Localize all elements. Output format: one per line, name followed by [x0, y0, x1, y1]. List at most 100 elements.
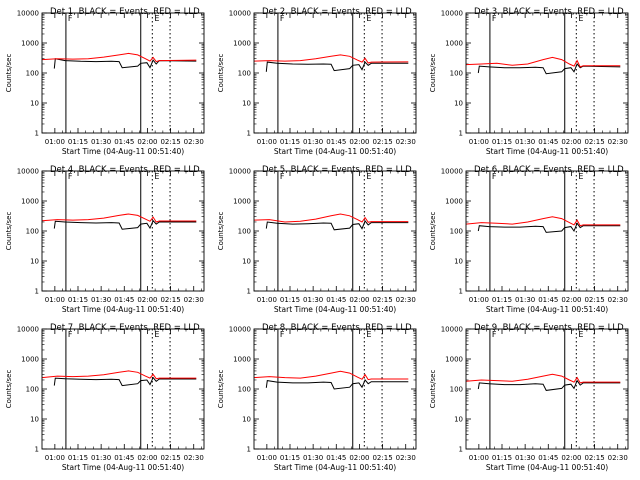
- detector-panel-4: Det 4, BLACK = Events, RED = LLD Counts/s…: [5, 165, 205, 314]
- x-tick-label: 02:15: [372, 296, 392, 304]
- y-tick-label: 10000: [441, 10, 463, 18]
- panel-title: Det 3, BLACK = Events, RED = LLD: [474, 7, 624, 17]
- plot-frame: [41, 170, 205, 292]
- lld-series-line: [466, 373, 621, 384]
- y-tick-label: 10000: [17, 168, 39, 176]
- y-tick-label: 1: [247, 288, 251, 296]
- y-tick-label: 10000: [441, 326, 463, 334]
- y-tick-label: 1000: [233, 40, 251, 48]
- events-series-line: [477, 63, 621, 75]
- x-tick-label: 01:00: [45, 454, 65, 462]
- y-tick-label: 1000: [21, 40, 39, 48]
- lld-series-line: [42, 213, 197, 223]
- y-tick-label: 100: [450, 386, 463, 394]
- x-tick-label: 02:30: [184, 138, 204, 146]
- x-axis-label: Start Time (04-Aug-11 00:51:40): [486, 463, 608, 472]
- y-tick-label: 1000: [21, 356, 39, 364]
- y-tick-label: 10: [242, 258, 251, 266]
- x-tick-label: 02:30: [396, 454, 416, 462]
- y-axis-label: Counts/sec: [217, 212, 225, 251]
- x-tick-label: 01:30: [303, 454, 323, 462]
- y-axis-label: Counts/sec: [5, 370, 13, 409]
- events-series-line: [265, 379, 409, 390]
- x-tick-label: 01:30: [515, 454, 535, 462]
- marker-label-f: F: [492, 14, 497, 23]
- marker-label-f: F: [492, 172, 497, 181]
- y-tick-label: 10: [242, 416, 251, 424]
- marker-label-e: E: [578, 14, 583, 23]
- x-tick-label: 01:00: [257, 296, 277, 304]
- marker-label-f: F: [68, 14, 73, 23]
- marker-label-e: E: [154, 14, 159, 23]
- plot-frame: [41, 12, 205, 134]
- x-tick-label: 02:30: [608, 454, 628, 462]
- x-tick-label: 01:45: [114, 138, 134, 146]
- lld-series-line: [466, 216, 621, 227]
- events-series-line: [53, 58, 197, 69]
- marker-label-e: E: [366, 14, 371, 23]
- x-tick-label: 01:00: [469, 138, 489, 146]
- x-tick-label: 01:30: [515, 138, 535, 146]
- x-tick-label: 02:30: [396, 138, 416, 146]
- panel-title: Det 1, BLACK = Events, RED = LLD: [50, 7, 200, 17]
- x-tick-label: 01:45: [538, 296, 558, 304]
- y-tick-label: 10: [30, 258, 39, 266]
- y-axis-label: Counts/sec: [5, 54, 13, 93]
- x-tick-label: 02:00: [137, 296, 157, 304]
- y-tick-label: 10: [30, 100, 39, 108]
- y-tick-label: 100: [26, 228, 39, 236]
- x-tick-label: 01:00: [45, 138, 65, 146]
- plot-frame: [465, 12, 629, 134]
- events-series-line: [477, 379, 621, 391]
- y-tick-label: 100: [238, 386, 251, 394]
- x-tick-label: 01:30: [91, 454, 111, 462]
- panel-title: Det 5, BLACK = Events, RED = LLD: [262, 165, 412, 175]
- y-tick-label: 1000: [21, 198, 39, 206]
- marker-label-e: E: [366, 330, 371, 339]
- events-series-line: [53, 376, 197, 387]
- y-tick-label: 100: [238, 228, 251, 236]
- detector-panel-3: Det 3, BLACK = Events, RED = LLD Counts/s…: [429, 7, 629, 156]
- y-tick-label: 100: [450, 70, 463, 78]
- x-tick-label: 01:15: [68, 296, 88, 304]
- x-tick-label: 01:00: [257, 138, 277, 146]
- x-tick-label: 01:30: [303, 138, 323, 146]
- y-tick-label: 1000: [233, 198, 251, 206]
- plot-frame: [253, 12, 417, 134]
- x-axis-label: Start Time (04-Aug-11 00:51:40): [62, 463, 184, 472]
- x-tick-label: 01:30: [515, 296, 535, 304]
- x-axis-label: Start Time (04-Aug-11 00:51:40): [486, 305, 608, 314]
- marker-label-e: E: [366, 172, 371, 181]
- x-tick-label: 01:15: [280, 138, 300, 146]
- x-tick-label: 01:15: [68, 454, 88, 462]
- x-tick-label: 02:00: [349, 296, 369, 304]
- y-tick-label: 1000: [445, 198, 463, 206]
- x-tick-label: 01:45: [326, 138, 346, 146]
- y-tick-label: 10000: [17, 10, 39, 18]
- detector-panel-9: Det 9, BLACK = Events, RED = LLD Counts/s…: [429, 323, 629, 472]
- lld-series-line: [254, 54, 409, 64]
- y-tick-label: 10000: [229, 10, 251, 18]
- events-series-line: [265, 220, 409, 231]
- x-tick-label: 01:30: [303, 296, 323, 304]
- x-axis-label: Start Time (04-Aug-11 00:51:40): [274, 305, 396, 314]
- y-tick-label: 100: [26, 70, 39, 78]
- y-tick-label: 1: [35, 130, 39, 138]
- plot-frame: [465, 170, 629, 292]
- y-tick-label: 1000: [233, 356, 251, 364]
- y-tick-label: 1: [459, 288, 463, 296]
- y-axis-label: Counts/sec: [217, 54, 225, 93]
- events-series-line: [477, 222, 621, 233]
- y-tick-label: 100: [26, 386, 39, 394]
- x-tick-label: 01:45: [538, 454, 558, 462]
- x-tick-label: 02:15: [584, 296, 604, 304]
- x-tick-label: 01:30: [91, 138, 111, 146]
- x-tick-label: 01:45: [114, 296, 134, 304]
- x-tick-label: 02:15: [160, 454, 180, 462]
- x-tick-label: 02:15: [372, 138, 392, 146]
- panel-title: Det 7, BLACK = Events, RED = LLD: [50, 323, 200, 333]
- x-axis-label: Start Time (04-Aug-11 00:51:40): [62, 305, 184, 314]
- plot-frame: [253, 170, 417, 292]
- x-tick-label: 02:00: [561, 296, 581, 304]
